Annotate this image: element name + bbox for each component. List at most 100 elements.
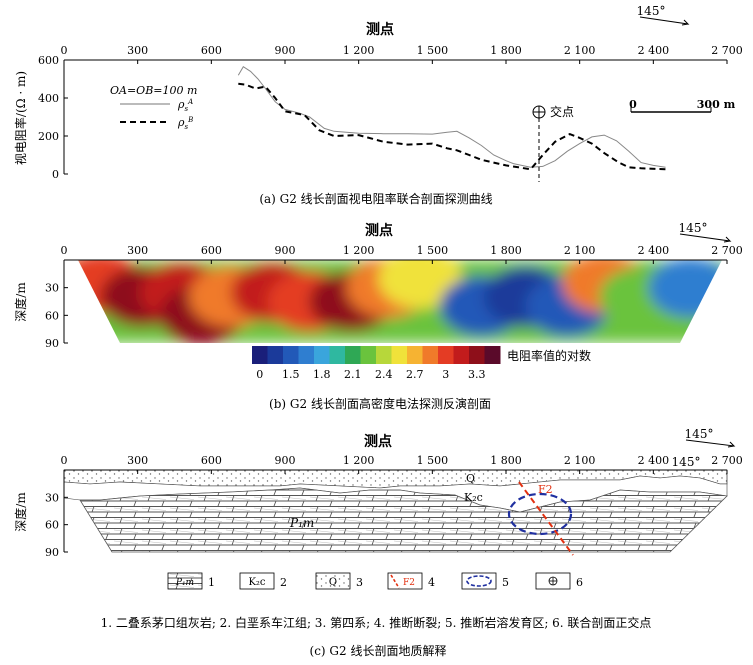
x-tick-label: 2 400 [638, 44, 670, 57]
y-tick-label: 600 [38, 54, 59, 67]
panel-a-legend: OA=OB=100 m ρsA ρsB [110, 84, 197, 131]
panel-a: 测点 145° 0 300 600 900 1 200 1 500 1 800 2 100 2 … [13, 4, 743, 206]
azimuth-label-b: 145° [679, 221, 708, 235]
y-tick-label: 30 [45, 491, 59, 504]
colorbar-tick-label: 2.7 [406, 368, 424, 381]
colorbar-tick-label: 1.5 [282, 368, 300, 381]
intersection-marker: 交点 [532, 104, 574, 182]
x-tick-label: 600 [201, 454, 222, 467]
colorbar-swatch [407, 346, 423, 364]
x-tick-label: 900 [275, 244, 296, 257]
azimuth-label-c2: 145° [672, 455, 701, 469]
legend-sym-4: F2 [403, 578, 415, 588]
x-tick-label: 2 700 [711, 244, 743, 257]
colorbar-tick-label: 3.3 [468, 368, 486, 381]
legend-num-5: 5 [502, 576, 509, 589]
panel-a-azimuth: 145° [637, 4, 690, 26]
y-tick-label: 90 [45, 546, 59, 559]
colorbar-tick-label: 0 [256, 368, 263, 381]
colorbar-tick-label: 3 [442, 368, 449, 381]
panel-c-ylabel: 深度/m [13, 492, 28, 532]
x-tick-label: 2 400 [638, 244, 670, 257]
panel-b-azimuth: 145° [679, 221, 732, 243]
x-tick-label: 300 [127, 244, 148, 257]
x-tick-label: 1 500 [417, 454, 449, 467]
panel-b-axes: 0 300 600 900 1 200 1 500 1 800 2 100 2 400 2 700… [45, 244, 743, 350]
colorbar-swatch [469, 346, 485, 364]
azimuth-arrow-c [685, 439, 736, 448]
heatmap [64, 260, 727, 343]
x-tick-label: 900 [275, 44, 296, 57]
x-tick-label: 900 [275, 454, 296, 467]
geology-section: Q K₂c P₁m F2 [63, 469, 728, 556]
panel-a-series [237, 65, 669, 171]
panel-a-caption: (a) G2 线长剖面视电阻率联合剖面探测曲线 [259, 191, 492, 206]
panel-c-title: 测点 [364, 433, 392, 450]
x-tick-label: 1 200 [343, 44, 375, 57]
x-tick-label: 2 400 [638, 454, 670, 467]
label-p1m: P₁m [289, 516, 314, 530]
panel-b-ylabel: 深度/m [13, 282, 28, 322]
colorbar-swatch [422, 346, 439, 364]
colorbar-tick-label: 1.8 [313, 368, 331, 381]
colorbar-swatch [391, 346, 408, 364]
y-tick-label: 90 [45, 337, 59, 350]
colorbar-swatch [283, 346, 299, 364]
azimuth-label: 145° [637, 4, 666, 18]
x-tick-label: 1 500 [417, 244, 449, 257]
x-tick-label: 600 [201, 244, 222, 257]
x-tick-label: 1 800 [490, 244, 522, 257]
legend-sym-3: Q [329, 577, 337, 588]
x-tick-label: 1 800 [490, 454, 522, 467]
label-k2c: K₂c [464, 491, 483, 504]
panel-b-caption: (b) G2 线长剖面高密度电法探测反演剖面 [269, 396, 491, 411]
x-tick-label: 0 [61, 244, 68, 257]
colorbar-swatch [453, 346, 470, 364]
panel-c-axes: 0 300 600 900 1 200 1 500 1 800 2 100 2 400 2 700… [45, 454, 743, 559]
legend-item-3: Q 3 [315, 572, 363, 590]
karst-zone [507, 492, 573, 536]
x-tick-label: 1 500 [417, 44, 449, 57]
intersection-label: 交点 [550, 104, 574, 119]
legend-item-4: F2 4 [387, 572, 435, 590]
y-tick-label: 60 [45, 309, 59, 322]
colorbar-tick-label: 2.1 [344, 368, 362, 381]
legend-item-6: 6 [535, 572, 583, 590]
heatmap-cell [378, 260, 463, 309]
x-tick-label: 300 [127, 454, 148, 467]
scale-bar: 0 300 m [629, 98, 736, 113]
legend-label-a: ρsA [177, 98, 193, 113]
colorbar-swatch [252, 346, 268, 364]
azimuth-arrow-b [679, 233, 732, 243]
colorbar-swatch [484, 346, 501, 364]
panel-c-azimuth: 145° 145° [672, 427, 736, 469]
panel-b: 测点 145° 0 300 600 900 1 200 1 500 1 800 2 100 2 … [13, 221, 743, 411]
panel-c-caption: (c) G2 线长剖面地质解释 [310, 644, 447, 658]
panel-c: 测点 145° 145° Q K₂c P₁m F2 0 300 600 900 1 20… [13, 427, 743, 658]
legend-num-4: 4 [428, 576, 435, 589]
legend-num-1: 1 [208, 576, 215, 589]
colorbar-swatch [376, 346, 392, 364]
x-tick-label: 1 800 [490, 44, 522, 57]
y-tick-label: 400 [38, 92, 59, 105]
panel-a-title: 测点 [366, 21, 394, 38]
legend-num-6: 6 [576, 576, 583, 589]
colorbar-swatch [345, 346, 361, 364]
series-rho-b [238, 82, 669, 171]
x-tick-label: 300 [127, 44, 148, 57]
legend-num-3: 3 [356, 576, 363, 589]
legend-num-2: 2 [280, 576, 287, 589]
y-tick-label: 30 [45, 282, 59, 295]
azimuth-label-c: 145° [685, 427, 714, 441]
series-rho-a [237, 65, 666, 168]
x-tick-label: 2 700 [711, 44, 743, 57]
label-f2: F2 [538, 483, 553, 496]
panel-a-axes: 0 300 600 900 1 200 1 500 1 800 2 100 2 400 2 700… [38, 44, 743, 181]
panel-b-title: 测点 [365, 222, 393, 239]
heatmap-mask-right [680, 260, 727, 343]
y-tick-label: 200 [38, 130, 59, 143]
scale-right: 300 m [697, 98, 736, 111]
legend-item-2: K₂c 2 [239, 572, 287, 590]
colorbar-label: 电阻率值的对数 [507, 348, 591, 363]
